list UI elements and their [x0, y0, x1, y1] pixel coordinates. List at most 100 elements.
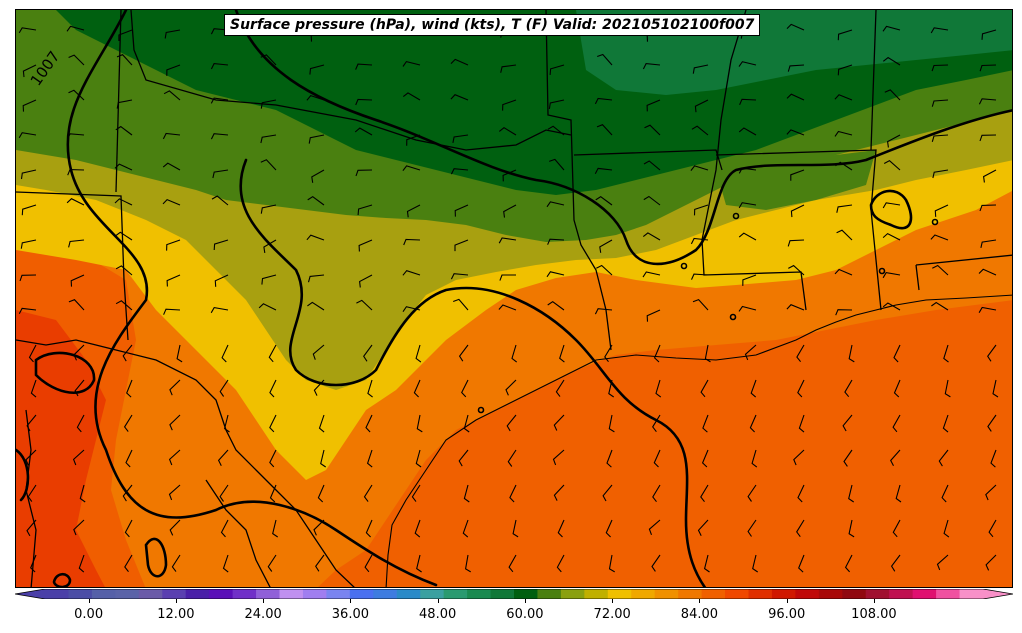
wind-barb: [704, 344, 711, 363]
wind-barb: [507, 449, 517, 467]
colorbar-swatch: [396, 589, 421, 599]
wind-barb: [702, 414, 709, 433]
wind-barb: [653, 449, 661, 468]
wind-barb: [798, 554, 805, 573]
wind-barb: [260, 99, 277, 109]
wind-barb: [834, 130, 853, 137]
colorbar-swatch: [537, 589, 562, 599]
colorbar-swatch: [138, 589, 163, 599]
wind-barb: [594, 97, 613, 105]
wind-barb: [166, 64, 181, 76]
wind-barb: [983, 169, 997, 183]
wind-barb: [414, 519, 421, 538]
wind-barb: [68, 54, 85, 66]
wind-barb: [461, 379, 469, 398]
wind-barb: [67, 169, 85, 176]
wind-barb: [261, 274, 277, 285]
wind-barb: [163, 308, 181, 315]
wind-barb: [836, 229, 853, 241]
colorbar-tick-mark: [873, 599, 875, 603]
colorbar-tick-label: 96.00: [768, 607, 806, 622]
wind-barb: [416, 414, 423, 433]
wind-barb: [694, 99, 709, 113]
wind-barb: [979, 64, 997, 72]
wind-barb: [642, 232, 661, 241]
wind-barb: [450, 94, 469, 101]
wind-barb: [269, 414, 277, 433]
colorbar-tick-label: 48.00: [419, 607, 457, 622]
wind-barb: [596, 264, 613, 276]
colorbar-swatch: [889, 589, 914, 599]
colorbar-swatch: [584, 589, 609, 599]
wind-barb: [498, 127, 517, 136]
wind-barb: [309, 64, 325, 75]
wind-barb: [559, 344, 565, 363]
wind-barb: [936, 554, 949, 571]
wind-barb: [20, 239, 37, 249]
wind-barb: [354, 127, 373, 136]
wind-barb: [842, 414, 853, 432]
wind-barb: [509, 484, 517, 503]
wind-barb: [166, 239, 181, 251]
wind-barb: [450, 168, 469, 175]
wind-barb: [269, 379, 277, 398]
wind-barb: [883, 160, 901, 171]
wind-barb: [790, 204, 805, 218]
wind-barb: [843, 449, 853, 467]
map-panel: 1007: [15, 9, 1013, 588]
wind-barb: [219, 484, 229, 502]
wind-barb: [985, 484, 997, 501]
wind-barb: [210, 28, 229, 35]
wind-barb: [548, 99, 565, 109]
wind-barb: [18, 307, 37, 314]
wind-barb: [357, 204, 373, 216]
wind-barb: [19, 274, 37, 282]
wind-barb: [116, 99, 133, 109]
wind-barb: [210, 306, 229, 314]
wind-barb: [738, 61, 757, 67]
wind-barb: [30, 379, 37, 398]
colorbar-tick-label: 84.00: [680, 607, 719, 622]
wind-barb: [25, 449, 37, 466]
wind-barb: [884, 89, 901, 101]
colorbar-swatch: [115, 589, 140, 599]
wind-barb: [553, 484, 565, 501]
wind-barb: [981, 29, 997, 40]
wind-barb: [644, 124, 661, 136]
wind-barb: [124, 554, 133, 573]
colorbar-tick-mark: [263, 599, 265, 603]
wind-barb: [359, 274, 373, 288]
wind-barb: [463, 484, 470, 503]
wind-barb: [893, 344, 901, 363]
colorbar-swatch: [795, 589, 820, 599]
wind-barb: [450, 58, 469, 66]
wind-barb: [987, 344, 997, 362]
colorbar-swatch: [560, 589, 585, 599]
wind-barb: [210, 63, 229, 70]
wind-barb: [22, 64, 37, 78]
wind-barb: [786, 129, 805, 136]
wind-barb: [752, 554, 759, 573]
wind-barbs: [18, 20, 999, 573]
wind-barb: [738, 232, 757, 241]
wind-barb: [893, 379, 901, 398]
wind-barb: [547, 125, 565, 136]
colorbar-swatch: [256, 589, 280, 599]
wind-barb: [307, 274, 325, 283]
wind-barb: [458, 449, 469, 467]
colorbar-swatch: [607, 589, 632, 599]
colorbar-swatch: [91, 589, 116, 599]
wind-barb: [606, 449, 613, 468]
wind-barb: [895, 484, 902, 503]
wind-barb: [646, 99, 661, 112]
colorbar-swatch: [209, 589, 234, 599]
wind-barb: [28, 344, 37, 363]
wind-barb: [79, 484, 86, 503]
wind-barb: [403, 238, 421, 246]
colorbar-extend-low: [15, 589, 45, 599]
colorbar-tick-label: 12.00: [157, 607, 195, 622]
wind-barb: [595, 196, 613, 206]
southwest-hot-fill-2: [16, 240, 146, 587]
wind-barb: [18, 132, 37, 139]
colorbar-tick-label: 0.00: [74, 607, 104, 622]
